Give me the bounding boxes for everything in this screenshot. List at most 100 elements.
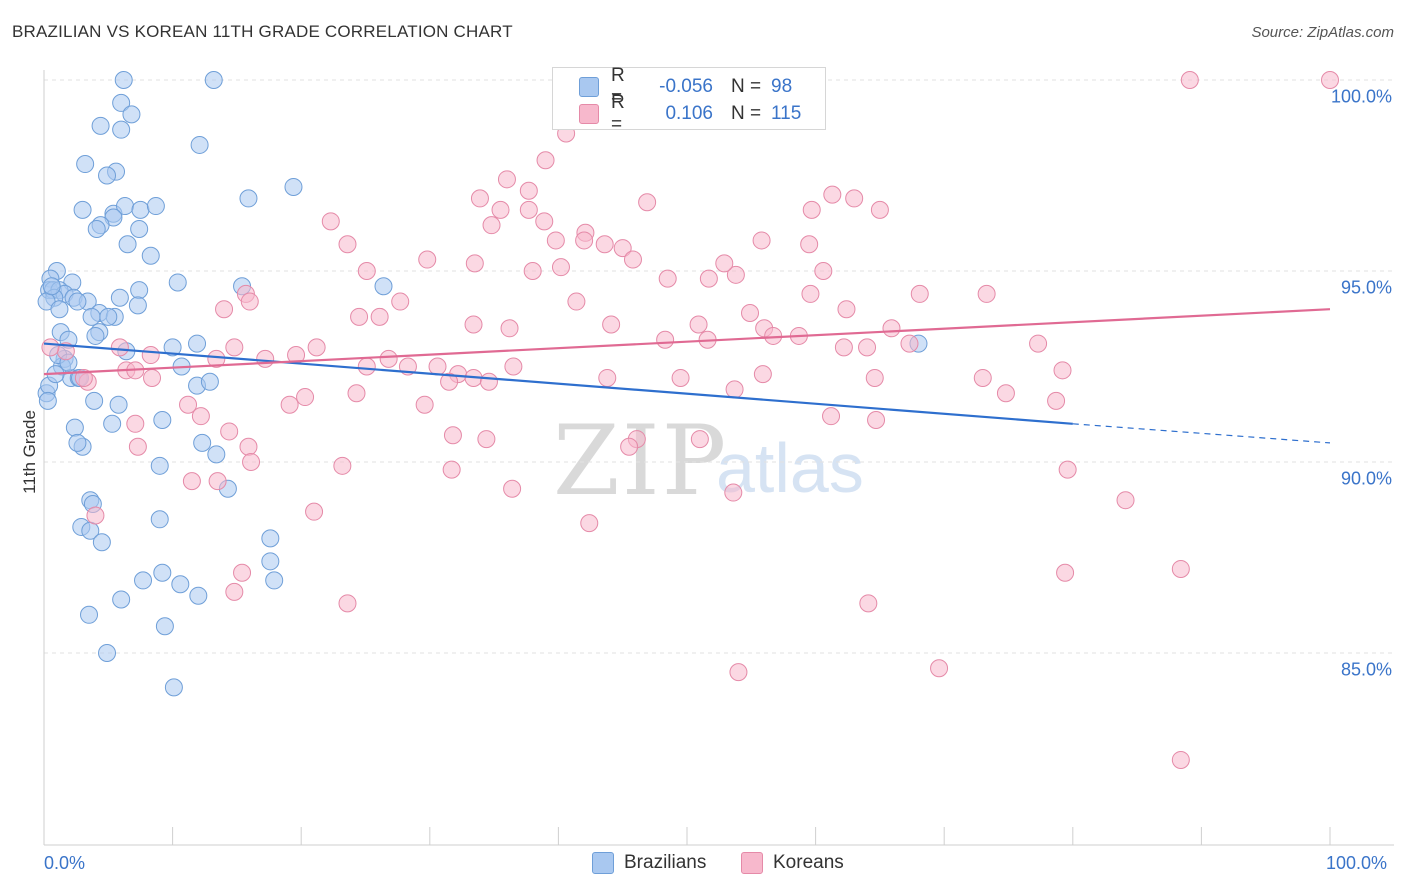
koreans-point xyxy=(182,472,201,491)
koreans-point xyxy=(280,395,299,414)
koreans-point xyxy=(845,189,864,208)
series-brazilians xyxy=(37,71,928,697)
koreans-point xyxy=(823,185,842,204)
koreans-point xyxy=(882,319,901,338)
koreans-point xyxy=(391,292,410,311)
koreans-point xyxy=(523,262,542,280)
koreans-point xyxy=(973,368,992,387)
koreans-point xyxy=(724,483,743,502)
koreans-point xyxy=(1171,750,1190,769)
brazilians-trend-line xyxy=(43,342,1073,425)
koreans-point xyxy=(725,380,744,399)
koreans-point xyxy=(620,437,639,456)
brazilians-point xyxy=(112,93,131,112)
brazilians-point xyxy=(150,456,169,475)
brazilians-point xyxy=(42,277,61,296)
koreans-point xyxy=(240,292,259,311)
koreans-point xyxy=(930,659,949,678)
koreans-point xyxy=(1171,559,1190,578)
koreans-point xyxy=(321,212,340,231)
koreans-point xyxy=(1029,334,1048,353)
brazilians-point xyxy=(164,678,183,697)
koreans-point xyxy=(143,368,162,387)
brazilians-point xyxy=(265,571,284,590)
brazilians-point xyxy=(204,71,223,89)
koreans-point xyxy=(338,235,357,254)
koreans-point xyxy=(347,384,366,403)
brazilians-point xyxy=(112,590,131,609)
koreans-point xyxy=(504,357,523,376)
brazilians-point xyxy=(146,197,165,216)
koreans-point xyxy=(1058,460,1077,479)
brazilians-point xyxy=(128,296,147,315)
brazilians-point xyxy=(68,292,87,311)
brazilians-point xyxy=(141,246,160,265)
koreans-point xyxy=(623,250,642,269)
koreans-point xyxy=(753,365,772,384)
brazilians-point xyxy=(99,307,118,326)
koreans-point xyxy=(535,212,554,231)
koreans-point xyxy=(996,384,1015,403)
brazilians-point xyxy=(239,189,258,208)
koreans-point xyxy=(225,582,244,601)
koreans-point xyxy=(1056,563,1075,582)
brazilians-point xyxy=(168,273,187,292)
koreans-point xyxy=(333,456,352,475)
koreans-point xyxy=(801,284,820,303)
koreans-point xyxy=(580,514,599,533)
koreans-point xyxy=(357,357,376,376)
r-value: 0.106 xyxy=(665,103,713,124)
brazilians-point xyxy=(91,116,110,135)
legend-row-koreans: R = 0.106 N = 115 xyxy=(579,92,802,135)
koreans-point xyxy=(900,334,919,353)
legend-item-koreans[interactable]: Koreans xyxy=(741,852,844,874)
brazilians-point xyxy=(193,433,212,452)
koreans-point xyxy=(357,262,376,280)
brazilians-point xyxy=(86,326,105,345)
koreans-point xyxy=(128,437,147,456)
n-value: 115 xyxy=(771,103,802,124)
koreans-point xyxy=(1053,361,1072,380)
koreans-point xyxy=(658,269,677,288)
y-tick-85: 85.0% xyxy=(1340,659,1392,680)
koreans-point xyxy=(477,430,496,449)
koreans-point xyxy=(870,200,889,219)
brazilians-point xyxy=(284,177,303,196)
koreans-point xyxy=(859,594,878,613)
n-value: 98 xyxy=(771,76,793,97)
brazilians-point xyxy=(76,155,95,174)
koreans-point xyxy=(470,189,489,208)
koreans-point xyxy=(910,284,929,303)
koreans-point xyxy=(503,479,522,498)
koreans-point xyxy=(598,368,617,387)
koreans-point xyxy=(479,372,498,391)
koreans-point xyxy=(418,250,437,269)
koreans-point xyxy=(977,284,996,303)
brazilians-point xyxy=(153,563,172,582)
brazilians-point xyxy=(261,529,280,548)
koreans-point xyxy=(141,346,160,365)
koreans-point xyxy=(834,338,853,357)
series-legend: Brazilians Koreans xyxy=(0,852,1406,878)
koreans-point xyxy=(656,330,675,349)
brazilians-point xyxy=(98,644,117,662)
r-label: R = xyxy=(611,92,625,135)
koreans-point xyxy=(551,258,570,277)
koreans-point xyxy=(741,304,760,323)
brazilians-point xyxy=(150,510,169,529)
brazilians-point xyxy=(134,571,153,590)
brazilians-point xyxy=(130,219,149,238)
brazilians-point xyxy=(82,307,101,326)
x-tick-right: 100.0% xyxy=(1326,853,1388,873)
legend-item-brazilians[interactable]: Brazilians xyxy=(592,852,706,874)
brazilians-swatch xyxy=(579,77,599,97)
koreans-point xyxy=(497,170,516,189)
koreans-point xyxy=(74,368,93,387)
koreans-point xyxy=(350,307,369,326)
stats-legend: R = -0.056 N = 98 R = 0.106 N = 115 xyxy=(552,65,826,135)
koreans-point xyxy=(338,594,357,613)
koreans-point xyxy=(729,663,748,682)
brazilians-point xyxy=(110,288,129,307)
brazilians-point xyxy=(171,575,190,594)
